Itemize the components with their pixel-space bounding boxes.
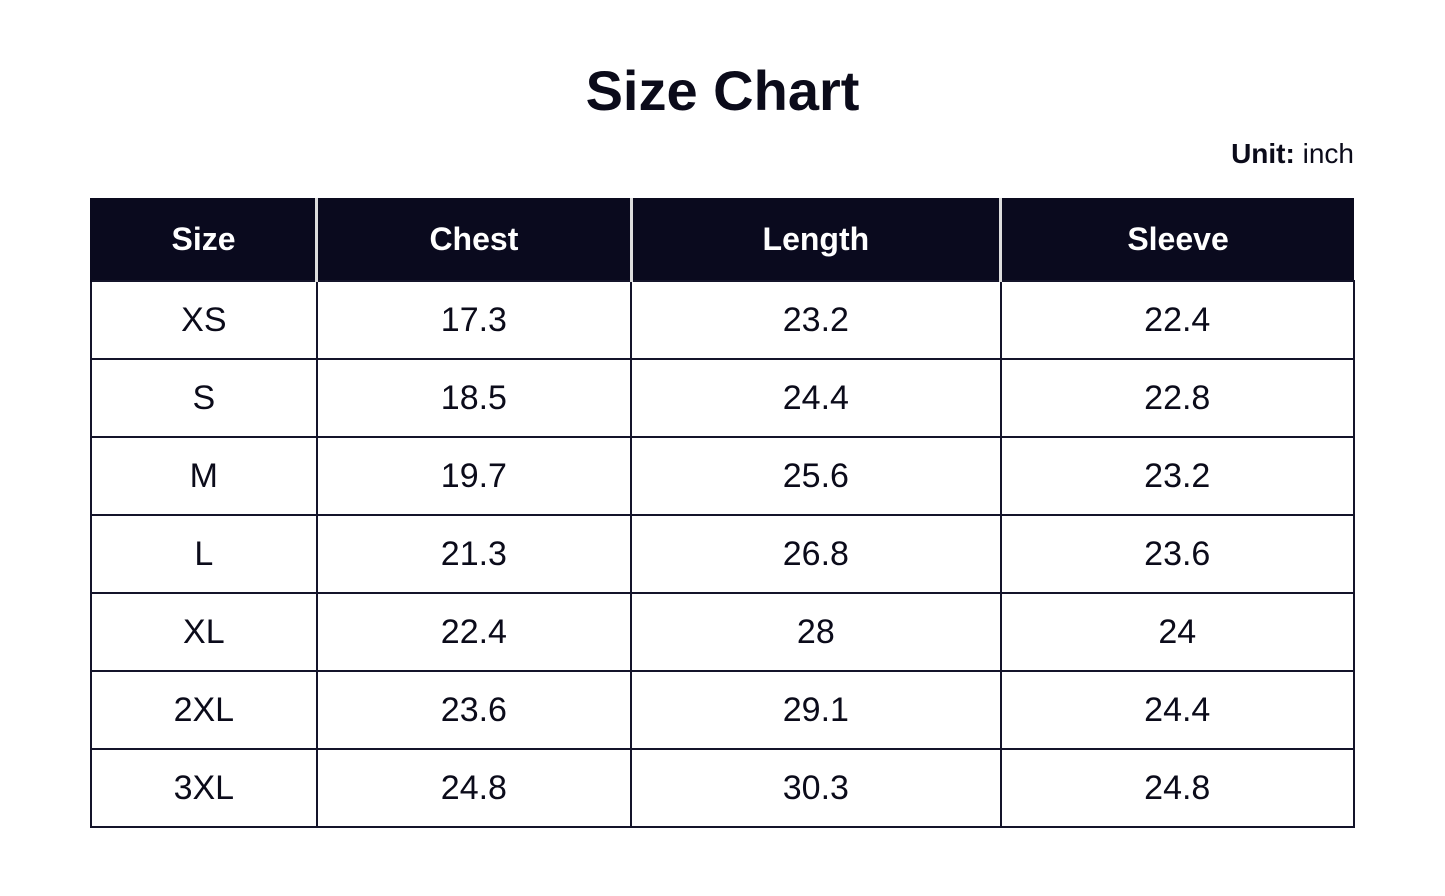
cell: 28 <box>630 592 1002 672</box>
cell: 17.3 <box>315 280 633 360</box>
cell: 23.6 <box>999 514 1356 594</box>
unit: Unit: inch <box>1231 138 1354 170</box>
unit-value: inch <box>1302 138 1354 169</box>
cell: 24.8 <box>315 748 633 828</box>
cell: 24.4 <box>999 670 1356 750</box>
cell: 23.6 <box>315 670 633 750</box>
row: L 21.3 26.8 23.6 <box>90 514 1356 594</box>
cell: 22.4 <box>315 592 633 672</box>
title: Size Chart <box>585 59 860 122</box>
header-row: Size Chest Length Sleeve <box>90 198 1354 281</box>
cell: 23.2 <box>999 436 1356 516</box>
unit-label: Unit: <box>1231 138 1295 169</box>
table-body: XS 17.3 23.2 22.4 S 18.5 24.4 22.8 M 19.7 25.6 23.2… <box>90 280 1356 828</box>
row: M 19.7 25.6 23.2 <box>90 436 1356 516</box>
cell: 24.4 <box>630 358 1002 438</box>
cell: M <box>90 436 318 516</box>
row: 2XL 23.6 29.1 24.4 <box>90 670 1356 750</box>
column-header: Sleeve <box>999 198 1354 281</box>
cell: XL <box>90 592 318 672</box>
row: XS 17.3 23.2 22.4 <box>90 280 1356 360</box>
cell: 3XL <box>90 748 318 828</box>
cell: 2XL <box>90 670 318 750</box>
cell: 30.3 <box>630 748 1002 828</box>
cell: 24 <box>999 592 1356 672</box>
column-header: Size <box>90 198 317 281</box>
cell: 22.4 <box>999 280 1356 360</box>
cell: XS <box>90 280 318 360</box>
cell: 29.1 <box>630 670 1002 750</box>
cell: 23.2 <box>630 280 1002 360</box>
cell: S <box>90 358 318 438</box>
cell: 21.3 <box>315 514 633 594</box>
cell: L <box>90 514 318 594</box>
column-header: Length <box>629 198 1001 281</box>
row: 3XL 24.8 30.3 24.8 <box>90 748 1356 828</box>
size-table: Size Chest Length Sleeve XS 17.3 23.2 22.4 S 18.… <box>90 198 1356 828</box>
row: XL 22.4 28 24 <box>90 592 1356 672</box>
cell: 26.8 <box>630 514 1002 594</box>
cell: 25.6 <box>630 436 1002 516</box>
cell: 18.5 <box>315 358 633 438</box>
cell: 24.8 <box>999 748 1356 828</box>
cell: 22.8 <box>999 358 1356 438</box>
row: S 18.5 24.4 22.8 <box>90 358 1356 438</box>
cell: 19.7 <box>315 436 633 516</box>
column-header: Chest <box>315 198 632 281</box>
